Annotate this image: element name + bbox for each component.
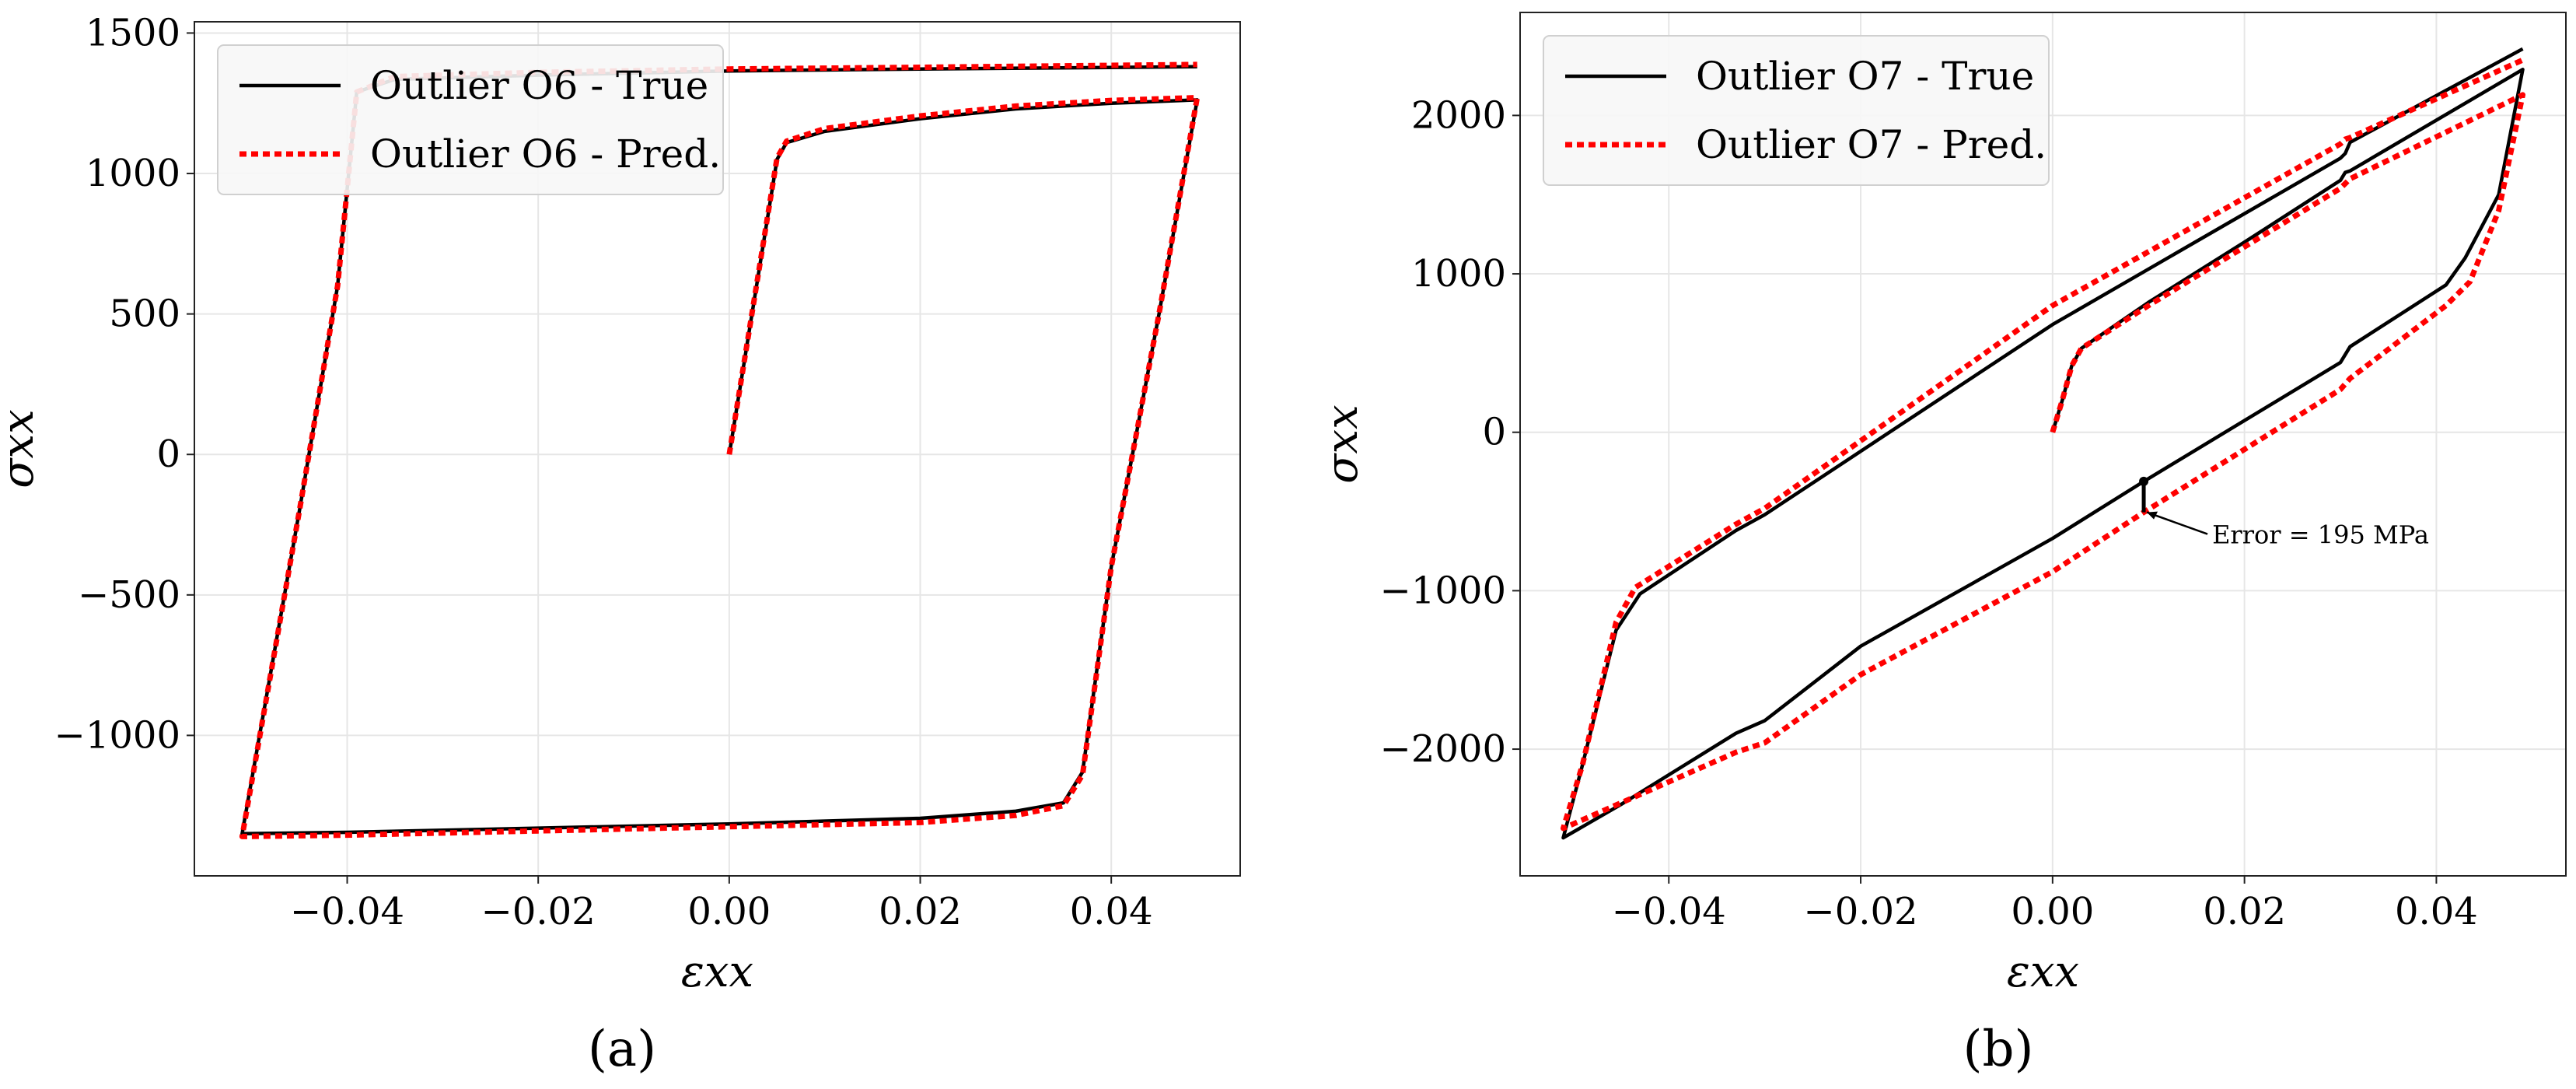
x-tick-label: 0.00 xyxy=(2011,890,2094,933)
legend-box xyxy=(1543,35,2050,186)
x-axis-label: εxx xyxy=(681,947,753,997)
annotation-arrow xyxy=(2146,511,2208,535)
series-line-pred xyxy=(239,61,1201,839)
legend: Outlier O7 - True Outlier O7 - Pred. xyxy=(1543,35,2050,186)
chart-panel-b: Error = 195 MPa −0.04 −0.02 0.00 0.02 0.04 −20… xyxy=(1317,12,2567,1078)
x-tick-label: −0.02 xyxy=(481,890,596,933)
legend-entry-label: Outlier O6 - True xyxy=(370,63,708,108)
y-tick-label: 1000 xyxy=(1411,252,1506,296)
error-bar-cap xyxy=(2139,476,2149,486)
x-tick-label: −0.04 xyxy=(290,890,404,933)
legend-entry-label: Outlier O6 - Pred. xyxy=(370,131,721,177)
legend-entry-label: Outlier O7 - True xyxy=(1696,54,2034,99)
x-axis-label: εxx xyxy=(2007,947,2079,997)
panel-label: (a) xyxy=(588,1021,656,1078)
y-tick-label: 0 xyxy=(156,432,180,476)
annotation-arrowhead xyxy=(2147,511,2158,520)
legend-box xyxy=(217,44,724,195)
y-tick-label: −2000 xyxy=(1380,727,1506,771)
x-tick-label: 0.04 xyxy=(1070,890,1153,933)
axes-frame xyxy=(194,21,1241,877)
legend-entry-label: Outlier O7 - Pred. xyxy=(1696,122,2046,167)
panel-label: (b) xyxy=(1963,1021,2034,1078)
x-tick-label: −0.02 xyxy=(1804,890,1918,933)
series-line-pred xyxy=(1561,57,2525,832)
y-tick-label: −500 xyxy=(78,573,180,617)
axes-frame xyxy=(1519,12,2567,877)
x-tick-label: 0.00 xyxy=(687,890,771,933)
y-axis-label: σxx xyxy=(0,409,44,488)
series-line-true xyxy=(1561,47,2525,840)
y-tick-label: 1500 xyxy=(86,11,180,54)
y-axis-label: σxx xyxy=(1317,404,1368,483)
annotation-text: Error = 195 MPa xyxy=(2212,520,2429,550)
y-tick-label: 2000 xyxy=(1411,93,1506,137)
chart-panel-a: −0.04 −0.02 0.00 0.02 0.04 −1000 −500 0 500 1000 1… xyxy=(0,11,1241,1078)
x-tick-label: −0.04 xyxy=(1612,890,1726,933)
y-tick-label: 500 xyxy=(109,292,180,336)
x-tick-label: 0.02 xyxy=(2203,890,2286,933)
legend: Outlier O6 - True Outlier O6 - Pred. xyxy=(217,44,724,195)
y-tick-label: 0 xyxy=(1482,411,1506,454)
x-tick-label: 0.04 xyxy=(2395,890,2478,933)
y-tick-label: −1000 xyxy=(1380,569,1506,612)
y-tick-label: 1000 xyxy=(86,152,180,195)
x-tick-label: 0.02 xyxy=(879,890,962,933)
y-tick-label: −1000 xyxy=(54,713,180,757)
